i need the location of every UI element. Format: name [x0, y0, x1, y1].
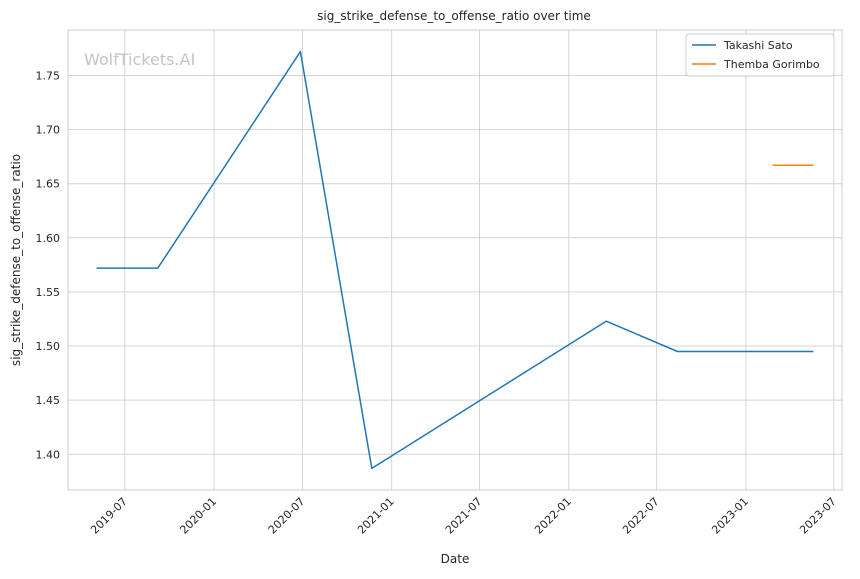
y-tick-label: 1.65: [36, 178, 61, 191]
plot-frame: [67, 29, 843, 491]
y-tick-label: 1.40: [36, 448, 61, 461]
x-axis-label: Date: [441, 552, 470, 566]
legend-items: Takashi Sato Themba Gorimbo: [692, 39, 820, 71]
watermark: WolfTickets.AI: [84, 50, 195, 69]
y-axis-label: sig_strike_defense_to_offense_ratio: [9, 154, 23, 366]
y-tick-label: 1.55: [36, 286, 61, 299]
chart-title: sig_strike_defense_to_offense_ratio over…: [317, 9, 591, 23]
y-tick-label: 1.45: [36, 394, 61, 407]
legend-label: Takashi Sato: [723, 39, 793, 52]
legend-label: Themba Gorimbo: [723, 58, 820, 71]
y-tick-label: 1.50: [36, 340, 61, 353]
grid-layer: [68, 30, 842, 490]
y-tick-label: 1.75: [36, 69, 61, 82]
y-tick-layer: 1.40 1.45 1.50 1.55 1.60 1.65 1.70 1.75: [36, 69, 61, 461]
y-tick-label: 1.60: [36, 232, 61, 245]
legend-box: [685, 33, 835, 77]
series-line-takashi-sato: [96, 50, 814, 470]
legend: Takashi Sato Themba Gorimbo: [685, 33, 835, 77]
y-tick-label: 1.70: [36, 124, 61, 137]
series-layer: [96, 50, 814, 470]
